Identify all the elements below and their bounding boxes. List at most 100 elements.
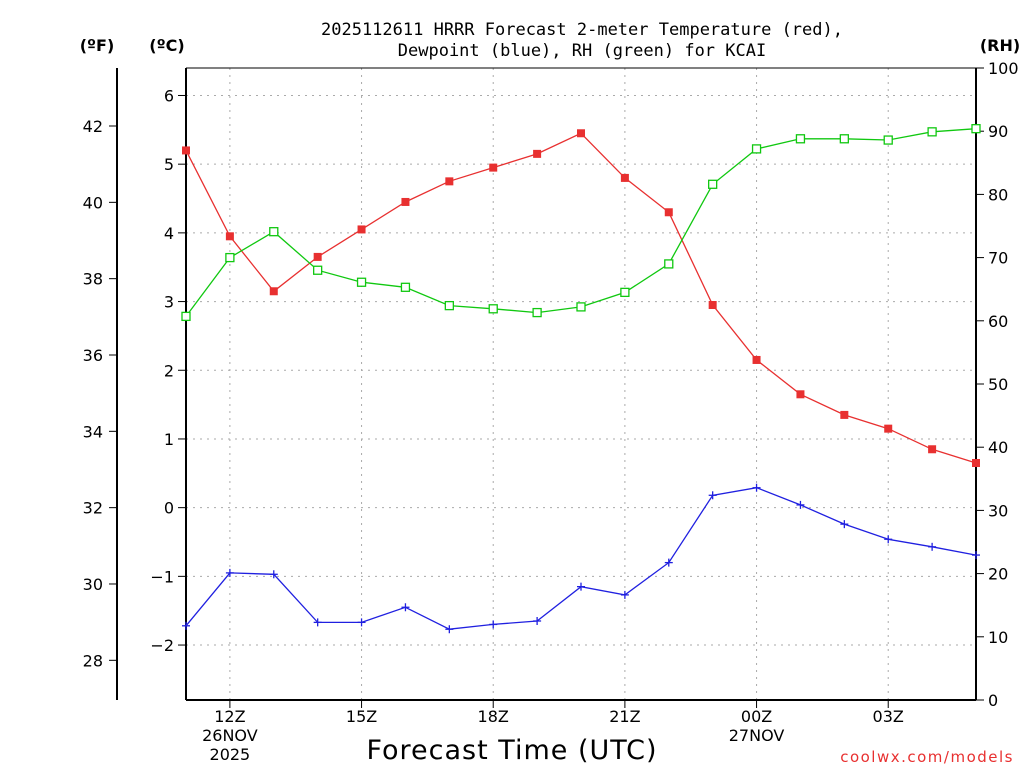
fahrenheit-tick-label: 34 xyxy=(83,422,103,441)
celsius-tick-label: −1 xyxy=(150,567,174,586)
axes xyxy=(109,67,984,708)
x-tick-date-label: 26NOV xyxy=(202,726,258,745)
rh-tick-label: 60 xyxy=(988,312,1008,331)
rh-point xyxy=(488,304,498,314)
x-tick-date-label: 27NOV xyxy=(729,726,785,745)
temperature-point xyxy=(620,173,629,182)
rh-unit-label: (RH) xyxy=(980,36,1020,55)
dewpoint-point xyxy=(357,618,366,627)
dewpoint-point xyxy=(972,551,980,560)
x-tick-label: 00Z xyxy=(741,707,772,726)
rh-tick-label: 80 xyxy=(988,185,1008,204)
dewpoint-point xyxy=(445,625,454,634)
temperature-point xyxy=(752,355,761,364)
temperature-point xyxy=(840,410,849,419)
rh-point xyxy=(356,277,367,287)
series-layer xyxy=(181,124,981,634)
temperature-point xyxy=(972,459,980,467)
temperature-line xyxy=(185,132,977,464)
dewpoint-point xyxy=(182,621,190,630)
dewpoint-point xyxy=(796,500,805,509)
rh-point xyxy=(269,227,279,237)
dewpoint-point xyxy=(928,542,937,551)
dewpoint-point xyxy=(401,603,410,612)
temperature-point xyxy=(928,445,937,454)
rh-point xyxy=(225,252,235,263)
dewpoint-point xyxy=(752,483,761,492)
celsius-tick-label: 4 xyxy=(164,224,174,243)
temperature-point xyxy=(225,232,234,241)
temperature-point xyxy=(269,287,278,296)
x-tick-year-label: 2025 xyxy=(210,745,251,764)
temperature-point xyxy=(533,149,542,158)
dewpoint-point xyxy=(577,582,585,591)
x-axis-label: Forecast Time (UTC) xyxy=(366,735,657,766)
temperature-point xyxy=(577,129,585,138)
rh-tick-label: 90 xyxy=(988,122,1008,141)
dewpoint-point xyxy=(313,618,322,627)
temperature-point xyxy=(401,197,410,206)
x-tick-label: 15Z xyxy=(346,707,377,726)
temperature-point xyxy=(796,390,805,399)
dewpoint-point xyxy=(620,590,629,599)
credit-link[interactable]: coolwx.com/models xyxy=(840,748,1014,766)
rh-tick-label: 40 xyxy=(988,438,1008,457)
temperature-point xyxy=(708,301,717,309)
dewpoint-point xyxy=(533,617,542,625)
rh-point xyxy=(664,259,674,269)
temperature-point xyxy=(445,177,454,186)
rh-point xyxy=(444,300,454,311)
rh-point xyxy=(576,302,586,312)
rh-tick-label: 30 xyxy=(988,501,1008,520)
fahrenheit-tick-label: 38 xyxy=(83,270,103,289)
celsius-tick-label: 0 xyxy=(164,499,174,518)
temperature-point xyxy=(664,208,673,217)
celsius-tick-label: 2 xyxy=(164,361,174,380)
temperature-point xyxy=(489,163,498,172)
rh-point xyxy=(620,287,630,298)
rh-point xyxy=(181,311,191,322)
temperature-point xyxy=(182,146,190,155)
rh-point xyxy=(927,127,937,137)
dewpoint-point xyxy=(269,570,278,579)
dewpoint-point xyxy=(840,520,849,529)
dewpoint-point xyxy=(489,620,498,629)
x-tick-label: 21Z xyxy=(609,707,640,726)
rh-point xyxy=(400,282,411,292)
temperature-point xyxy=(313,252,322,261)
dewpoint-point xyxy=(664,558,673,567)
celsius-unit-label: (ºC) xyxy=(149,36,184,55)
x-tick-label: 03Z xyxy=(873,707,904,726)
rh-point xyxy=(532,307,542,318)
rh-point xyxy=(795,134,806,144)
rh-point xyxy=(313,265,323,275)
temperature-point xyxy=(884,424,893,433)
tick-labels: 6543210−1−242403836343230281009080706050… xyxy=(83,59,1019,764)
chart-title-line1: 2025112611 HRRR Forecast 2-meter Tempera… xyxy=(321,20,843,40)
celsius-tick-label: 3 xyxy=(164,293,174,312)
dewpoint-line xyxy=(185,487,977,630)
dewpoint-point xyxy=(884,535,893,544)
rh-point xyxy=(708,179,718,189)
celsius-tick-label: 6 xyxy=(164,86,174,105)
fahrenheit-tick-label: 36 xyxy=(83,346,103,365)
dewpoint-point xyxy=(708,491,717,500)
rh-line xyxy=(185,128,977,317)
rh-tick-label: 70 xyxy=(988,249,1008,268)
celsius-tick-label: −2 xyxy=(150,636,174,655)
rh-tick-label: 50 xyxy=(988,375,1008,394)
fahrenheit-tick-label: 30 xyxy=(83,575,103,594)
fahrenheit-unit-label: (ºF) xyxy=(80,36,115,55)
grid xyxy=(186,68,976,700)
rh-point xyxy=(751,144,762,154)
fahrenheit-tick-label: 32 xyxy=(83,499,103,518)
rh-tick-label: 20 xyxy=(988,565,1008,584)
rh-point xyxy=(839,134,849,144)
x-tick-label: 12Z xyxy=(214,707,245,726)
rh-tick-label: 0 xyxy=(988,691,998,710)
rh-tick-label: 10 xyxy=(988,628,1008,647)
dewpoint-point xyxy=(225,568,234,577)
celsius-tick-label: 5 xyxy=(164,155,174,174)
x-tick-label: 18Z xyxy=(478,707,509,726)
